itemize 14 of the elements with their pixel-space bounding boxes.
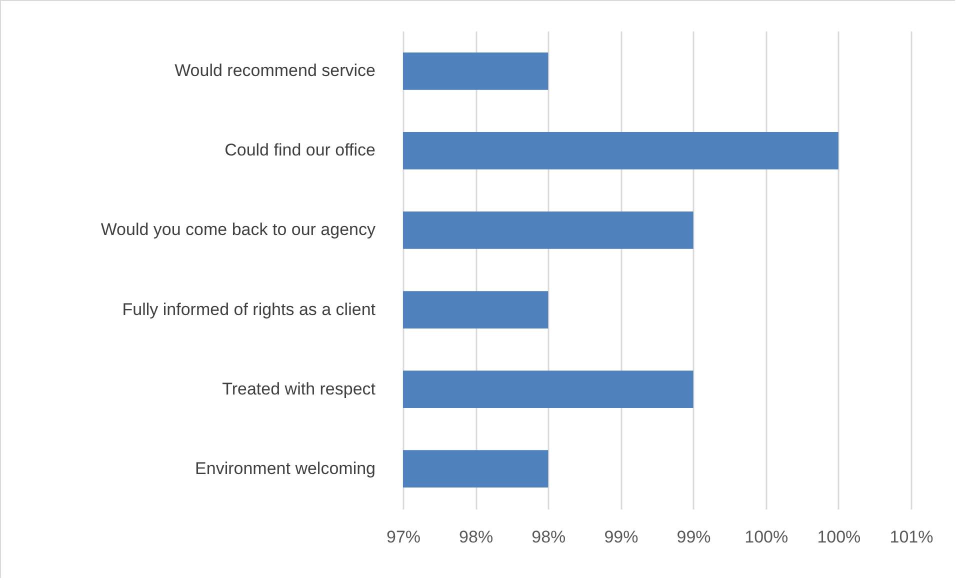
y-tick-label: Environment welcoming <box>195 458 376 478</box>
y-tick-label: Fully informed of rights as a client <box>122 300 376 319</box>
x-tick-label: 101% <box>890 528 934 546</box>
x-tick-label: 99% <box>676 528 711 546</box>
x-tick-label: 100% <box>817 528 861 546</box>
x-tick-label: 99% <box>604 528 638 546</box>
x-tick-label: 97% <box>386 528 421 546</box>
y-tick-label: Treated with respect <box>222 379 376 398</box>
y-tick-label: Could find our office <box>224 140 376 160</box>
y-tick-label: Would recommend service <box>174 61 376 80</box>
x-tick-label: 98% <box>532 528 566 546</box>
x-tick-label: 100% <box>744 528 788 546</box>
y-tick-label: Would you come back to our agency <box>100 220 376 240</box>
x-tick-label: 98% <box>459 528 494 546</box>
